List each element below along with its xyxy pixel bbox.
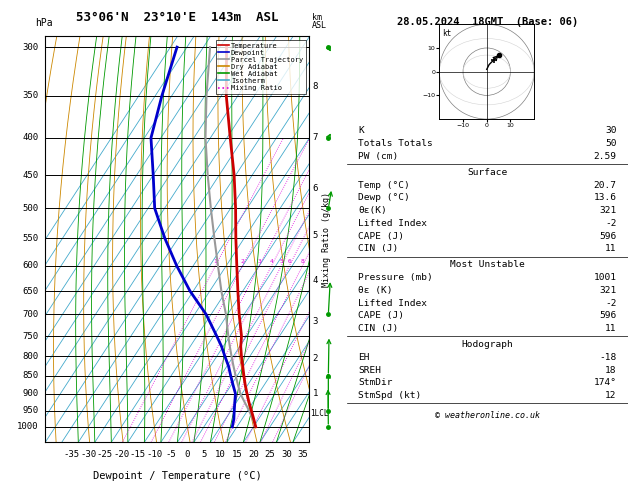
- Text: 6: 6: [313, 184, 318, 193]
- Text: -20: -20: [113, 451, 130, 459]
- Text: -10: -10: [147, 451, 162, 459]
- Text: 596: 596: [599, 312, 616, 320]
- Text: kt: kt: [442, 29, 451, 38]
- Text: 1: 1: [313, 389, 318, 398]
- Text: -2: -2: [605, 299, 616, 308]
- Text: 1: 1: [213, 259, 217, 264]
- Text: 11: 11: [605, 244, 616, 254]
- Text: Pressure (mb): Pressure (mb): [359, 273, 433, 282]
- Text: -15: -15: [130, 451, 146, 459]
- Text: 30: 30: [281, 451, 292, 459]
- Text: 5: 5: [201, 451, 206, 459]
- Text: -35: -35: [64, 451, 80, 459]
- Text: θε (K): θε (K): [359, 286, 393, 295]
- Text: 700: 700: [23, 310, 39, 319]
- Text: CAPE (J): CAPE (J): [359, 232, 404, 241]
- Text: -25: -25: [97, 451, 113, 459]
- Text: -5: -5: [165, 451, 176, 459]
- Text: 25: 25: [265, 451, 276, 459]
- Text: Hodograph: Hodograph: [462, 340, 513, 349]
- Text: 20: 20: [248, 451, 259, 459]
- Text: 321: 321: [599, 286, 616, 295]
- Text: 30: 30: [605, 126, 616, 136]
- Text: 450: 450: [23, 171, 39, 179]
- Text: CIN (J): CIN (J): [359, 324, 399, 333]
- Text: Most Unstable: Most Unstable: [450, 260, 525, 269]
- Text: 321: 321: [599, 206, 616, 215]
- Text: 600: 600: [23, 261, 39, 270]
- Text: 11: 11: [605, 324, 616, 333]
- Text: 18: 18: [605, 365, 616, 375]
- Text: 2.59: 2.59: [594, 152, 616, 161]
- Text: -2: -2: [605, 219, 616, 228]
- Text: Dewpoint / Temperature (°C): Dewpoint / Temperature (°C): [93, 470, 262, 481]
- Text: hPa: hPa: [35, 18, 52, 28]
- Legend: Temperature, Dewpoint, Parcel Trajectory, Dry Adiabat, Wet Adiabat, Isotherm, Mi: Temperature, Dewpoint, Parcel Trajectory…: [216, 40, 306, 94]
- Text: 950: 950: [23, 406, 39, 415]
- Text: 0: 0: [185, 451, 190, 459]
- Text: 2: 2: [313, 354, 318, 363]
- Text: 5: 5: [279, 259, 283, 264]
- Text: 300: 300: [23, 43, 39, 52]
- Text: 15: 15: [231, 451, 242, 459]
- Text: Mixing Ratio (g/kg): Mixing Ratio (g/kg): [322, 192, 331, 287]
- Text: Lifted Index: Lifted Index: [359, 299, 428, 308]
- Text: © weatheronline.co.uk: © weatheronline.co.uk: [435, 411, 540, 420]
- Text: 800: 800: [23, 352, 39, 361]
- Text: Totals Totals: Totals Totals: [359, 139, 433, 148]
- Text: 7: 7: [313, 133, 318, 142]
- Text: 2: 2: [241, 259, 245, 264]
- Text: 350: 350: [23, 91, 39, 100]
- Text: CAPE (J): CAPE (J): [359, 312, 404, 320]
- Text: 900: 900: [23, 389, 39, 398]
- Text: 28.05.2024  18GMT  (Base: 06): 28.05.2024 18GMT (Base: 06): [397, 17, 578, 27]
- Text: 13.6: 13.6: [594, 193, 616, 203]
- Text: 500: 500: [23, 204, 39, 213]
- Text: km
ASL: km ASL: [312, 13, 327, 30]
- Text: 53°06'N  23°10'E  143m  ASL: 53°06'N 23°10'E 143m ASL: [76, 11, 279, 24]
- Text: 35: 35: [298, 451, 308, 459]
- Text: 1000: 1000: [17, 422, 39, 432]
- Text: 3: 3: [313, 316, 318, 326]
- Text: Temp (°C): Temp (°C): [359, 181, 410, 190]
- Text: -30: -30: [81, 451, 96, 459]
- Text: θε(K): θε(K): [359, 206, 387, 215]
- Text: 4: 4: [313, 276, 318, 285]
- Text: 650: 650: [23, 287, 39, 295]
- Text: Lifted Index: Lifted Index: [359, 219, 428, 228]
- Text: 850: 850: [23, 371, 39, 380]
- Text: SREH: SREH: [359, 365, 381, 375]
- Text: 10: 10: [215, 451, 226, 459]
- Text: CIN (J): CIN (J): [359, 244, 399, 254]
- Text: 50: 50: [605, 139, 616, 148]
- Text: Dewp (°C): Dewp (°C): [359, 193, 410, 203]
- Text: 6: 6: [287, 259, 291, 264]
- Text: EH: EH: [359, 353, 370, 362]
- Text: 400: 400: [23, 133, 39, 142]
- Text: 12: 12: [605, 391, 616, 400]
- Text: 550: 550: [23, 234, 39, 243]
- Text: 8: 8: [301, 259, 304, 264]
- Text: 1LCL: 1LCL: [310, 410, 328, 418]
- Text: 174°: 174°: [594, 379, 616, 387]
- Text: 3: 3: [257, 259, 261, 264]
- Text: K: K: [359, 126, 364, 136]
- Text: StmDir: StmDir: [359, 379, 393, 387]
- Text: 1001: 1001: [594, 273, 616, 282]
- Text: 750: 750: [23, 331, 39, 341]
- Text: Surface: Surface: [467, 168, 508, 177]
- Text: 4: 4: [270, 259, 274, 264]
- Text: 20.7: 20.7: [594, 181, 616, 190]
- Text: 596: 596: [599, 232, 616, 241]
- Text: StmSpd (kt): StmSpd (kt): [359, 391, 421, 400]
- Text: 8: 8: [313, 82, 318, 91]
- Text: PW (cm): PW (cm): [359, 152, 399, 161]
- Text: -18: -18: [599, 353, 616, 362]
- Text: 5: 5: [313, 231, 318, 240]
